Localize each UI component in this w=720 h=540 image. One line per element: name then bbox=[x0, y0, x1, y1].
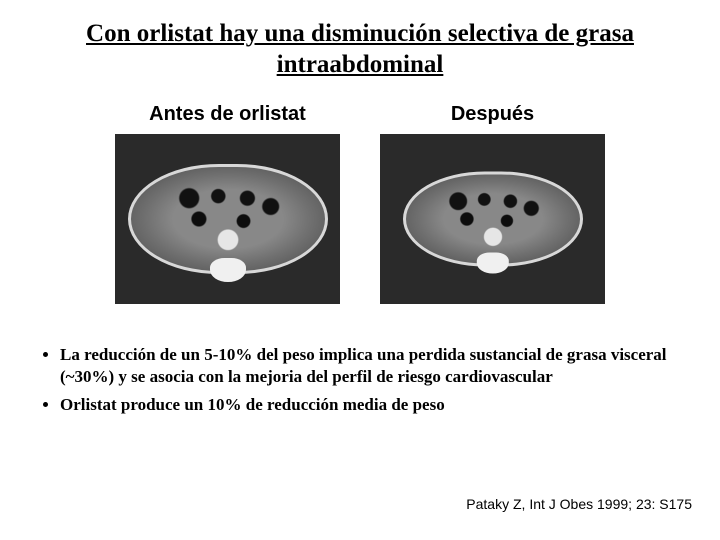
before-label: Antes de orlistat bbox=[149, 103, 306, 126]
after-column: Después bbox=[380, 103, 605, 304]
before-column: Antes de orlistat bbox=[115, 103, 340, 304]
list-item: Orlistat produce un 10% de reducción med… bbox=[60, 394, 686, 416]
list-item: La reducción de un 5-10% del peso implic… bbox=[60, 344, 686, 388]
bullet-list: La reducción de un 5-10% del peso implic… bbox=[0, 344, 720, 416]
after-label: Después bbox=[451, 103, 534, 126]
citation-text: Pataky Z, Int J Obes 1999; 23: S175 bbox=[466, 496, 692, 512]
slide-title: Con orlistat hay una disminución selecti… bbox=[0, 0, 720, 85]
ct-scan-before bbox=[115, 134, 340, 304]
scan-comparison-row: Antes de orlistat Después bbox=[0, 103, 720, 304]
ct-scan-after bbox=[380, 134, 605, 304]
